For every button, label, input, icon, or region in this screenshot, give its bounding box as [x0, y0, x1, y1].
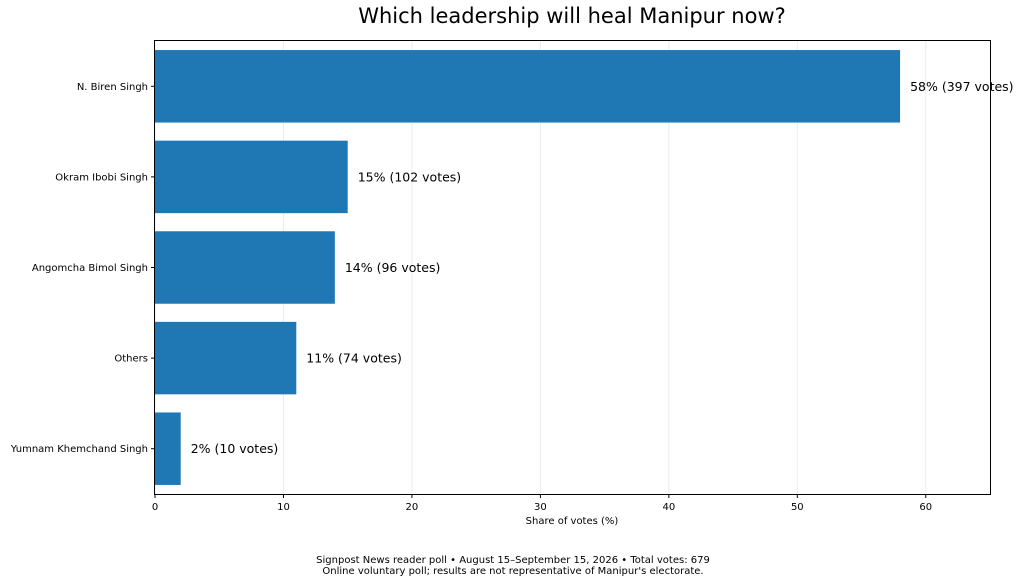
bar-value-label: 11% (74 votes) — [306, 351, 402, 366]
x-tick-label: 10 — [277, 502, 290, 513]
bar-value-label: 15% (102 votes) — [358, 169, 462, 184]
x-tick-label: 50 — [791, 502, 804, 513]
y-tick-label: Yumnam Khemchand Singh — [10, 444, 148, 455]
footer-line-1: Signpost News reader poll • August 15–Se… — [316, 555, 710, 566]
y-tick-label: Others — [114, 354, 148, 365]
chart-title: Which leadership will heal Manipur now? — [358, 4, 786, 28]
data-labels: 58% (397 votes) 15% (102 votes) 14% (96 vo… — [191, 79, 1014, 456]
x-axis: 0 10 20 30 40 50 60 — [152, 494, 932, 513]
bar-value-label: 2% (10 votes) — [191, 441, 279, 456]
bar — [155, 231, 335, 304]
y-tick-label: Okram Ibobi Singh — [55, 172, 148, 183]
bar — [155, 50, 901, 123]
x-tick-label: 40 — [662, 502, 675, 513]
y-tick-label: N. Biren Singh — [77, 82, 148, 93]
bar — [155, 412, 181, 485]
bar-value-label: 58% (397 votes) — [910, 79, 1014, 94]
x-tick-label: 20 — [406, 502, 419, 513]
y-tick-label: Angomcha Bimol Singh — [32, 263, 148, 274]
x-tick-label: 30 — [534, 502, 547, 513]
bar — [155, 321, 297, 395]
x-axis-label: Share of votes (%) — [526, 516, 619, 527]
bar-value-label: 14% (96 votes) — [345, 260, 441, 275]
plot-frame — [154, 40, 991, 495]
y-axis: N. Biren Singh Okram Ibobi Singh Angomcha … — [10, 82, 155, 455]
bar — [155, 140, 348, 214]
footer-line-2: Online voluntary poll; results are not r… — [322, 566, 703, 577]
x-tick-label: 0 — [152, 502, 158, 513]
x-tick-label: 60 — [919, 502, 932, 513]
bars — [155, 50, 901, 485]
